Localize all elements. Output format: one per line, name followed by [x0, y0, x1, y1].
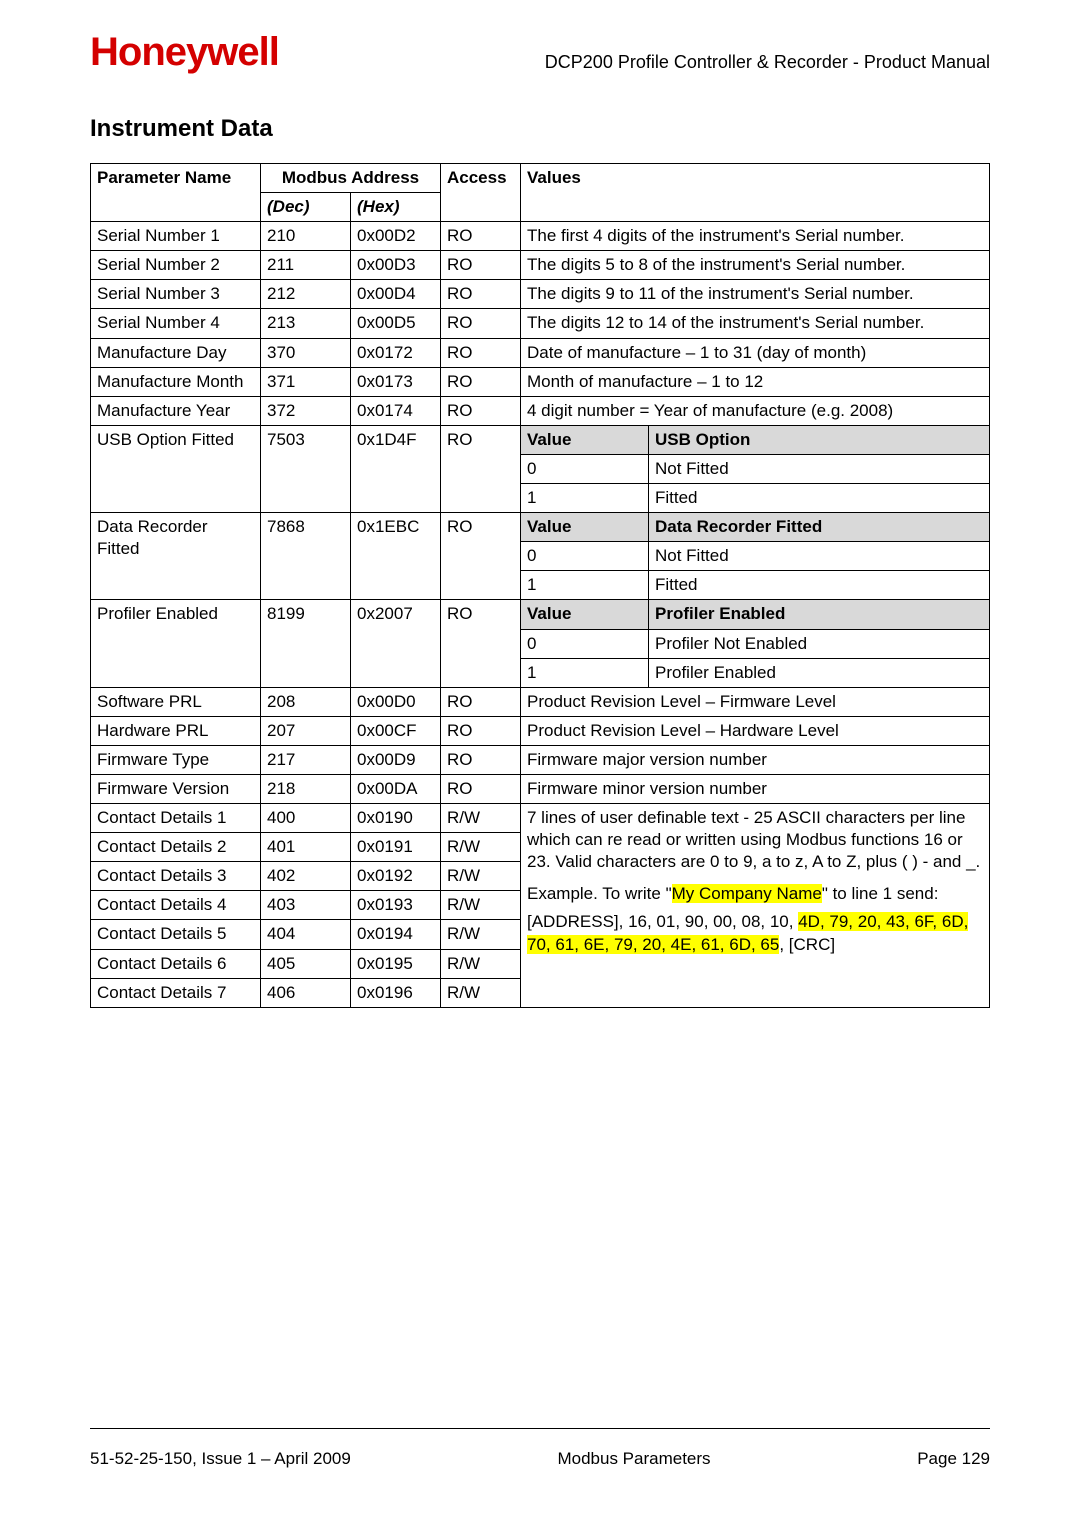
table-row: Manufacture Day3700x0172RODate of manufa… [91, 338, 990, 367]
col-hex: (Hex) [351, 193, 441, 222]
col-values: Values [521, 164, 990, 222]
col-dec: (Dec) [261, 193, 351, 222]
footer-right: Page 129 [917, 1449, 990, 1469]
table-row: Firmware Version2180x00DAROFirmware mino… [91, 774, 990, 803]
page-header: Honeywell DCP200 Profile Controller & Re… [90, 30, 990, 75]
footer-divider [90, 1428, 990, 1429]
section-title: Instrument Data [90, 115, 990, 143]
brand-logo: Honeywell [90, 30, 279, 75]
table-row: Firmware Type2170x00D9ROFirmware major v… [91, 745, 990, 774]
table-row: Manufacture Year3720x0174RO4 digit numbe… [91, 396, 990, 425]
footer-left: 51-52-25-150, Issue 1 – April 2009 [90, 1449, 351, 1469]
col-access: Access [441, 164, 521, 222]
table-row: Data Recorder Fitted78680x1EBCROValueDat… [91, 513, 990, 600]
table-row: Profiler Enabled81990x2007ROValueProfile… [91, 600, 990, 687]
table-row: Serial Number 12100x00D2ROThe first 4 di… [91, 222, 990, 251]
table-row: Hardware PRL2070x00CFROProduct Revision … [91, 716, 990, 745]
page: Honeywell DCP200 Profile Controller & Re… [0, 0, 1080, 1527]
table-row: Software PRL2080x00D0ROProduct Revision … [91, 687, 990, 716]
table-header-row: Parameter Name Modbus Address Access Val… [91, 164, 990, 193]
col-modbus: Modbus Address [261, 164, 441, 193]
col-param: Parameter Name [91, 164, 261, 222]
contact-details-value: 7 lines of user definable text - 25 ASCI… [521, 804, 990, 1008]
table-row: Contact Details 14000x0190R/W7 lines of … [91, 804, 990, 833]
table-row: Serial Number 32120x00D4ROThe digits 9 t… [91, 280, 990, 309]
page-footer: 51-52-25-150, Issue 1 – April 2009 Modbu… [90, 1449, 990, 1489]
table-row: Serial Number 42130x00D5ROThe digits 12 … [91, 309, 990, 338]
doc-title: DCP200 Profile Controller & Recorder - P… [545, 52, 990, 73]
table-row: Manufacture Month3710x0173ROMonth of man… [91, 367, 990, 396]
table-row: USB Option Fitted75030x1D4FROValueUSB Op… [91, 425, 990, 512]
instrument-data-table: Parameter Name Modbus Address Access Val… [90, 163, 990, 1008]
footer-center: Modbus Parameters [557, 1449, 710, 1469]
table-row: Serial Number 22110x00D3ROThe digits 5 t… [91, 251, 990, 280]
